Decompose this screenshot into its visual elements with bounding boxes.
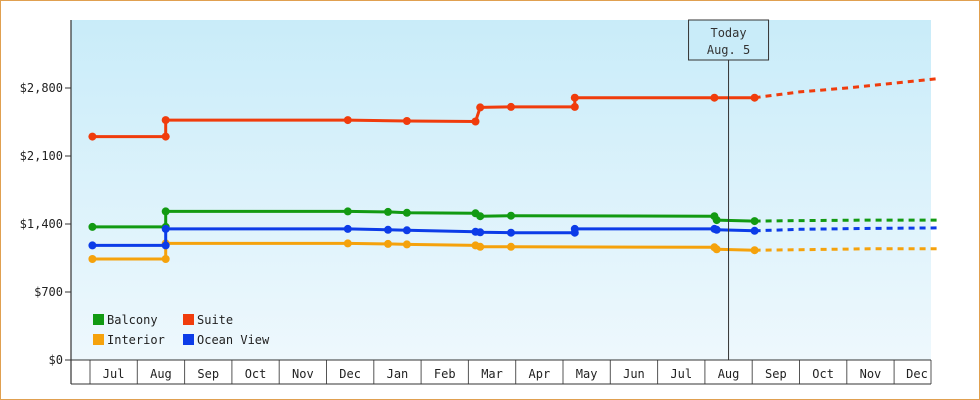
- data-point[interactable]: [476, 242, 485, 251]
- y-tick-label: $2,100: [20, 149, 63, 163]
- data-point[interactable]: [710, 93, 719, 102]
- series-balcony: [88, 207, 937, 231]
- data-point[interactable]: [570, 102, 579, 111]
- data-point[interactable]: [88, 255, 97, 263]
- data-point[interactable]: [161, 241, 170, 250]
- x-tick-label: Oct: [245, 367, 267, 381]
- today-marker: Today Aug. 5: [688, 19, 770, 360]
- data-point[interactable]: [750, 226, 759, 235]
- x-tick-label: Jul: [103, 367, 125, 381]
- series-layer: [88, 77, 937, 263]
- data-point[interactable]: [507, 102, 515, 111]
- x-tick-label: May: [576, 367, 598, 381]
- x-tick-label: Apr: [529, 367, 551, 381]
- series-suite: [88, 77, 937, 141]
- data-point[interactable]: [750, 246, 759, 255]
- data-point[interactable]: [343, 116, 352, 125]
- axes: [70, 20, 931, 385]
- x-tick-label: Nov: [292, 367, 314, 381]
- series-forecast-line: [754, 247, 937, 252]
- x-tick-label: Nov: [860, 367, 882, 381]
- data-point[interactable]: [750, 217, 759, 226]
- data-point[interactable]: [507, 242, 515, 251]
- legend-label: Suite: [197, 313, 233, 327]
- data-point[interactable]: [88, 241, 97, 250]
- legend-item[interactable]: Balcony: [93, 313, 158, 327]
- data-point[interactable]: [384, 207, 392, 216]
- x-tick-label: Oct: [812, 367, 834, 381]
- x-tick-label: Jul: [670, 367, 692, 381]
- x-tick-label: Sep: [197, 367, 219, 381]
- legend-label: Interior: [107, 333, 165, 347]
- y-tick-label: $700: [34, 285, 63, 299]
- today-label: Today: [710, 26, 746, 40]
- data-point[interactable]: [343, 224, 352, 233]
- data-point[interactable]: [570, 93, 579, 102]
- x-tick-label: Mar: [481, 367, 503, 381]
- data-point[interactable]: [161, 255, 170, 263]
- data-point[interactable]: [712, 245, 721, 254]
- y-tick-label: $2,800: [20, 81, 63, 95]
- x-tick-label: Aug: [150, 367, 172, 381]
- data-point[interactable]: [161, 132, 170, 141]
- data-point[interactable]: [384, 225, 392, 234]
- data-point[interactable]: [402, 117, 411, 125]
- legend-swatch: [93, 334, 104, 345]
- x-tick-label: Aug: [718, 367, 740, 381]
- series-forecast-line: [754, 77, 937, 100]
- data-point[interactable]: [402, 208, 411, 217]
- data-point[interactable]: [343, 239, 352, 248]
- y-tick-label: $0: [49, 353, 63, 367]
- data-point[interactable]: [712, 216, 721, 225]
- x-tick-label: Feb: [434, 367, 456, 381]
- data-point[interactable]: [402, 240, 411, 249]
- legend-label: Balcony: [107, 313, 158, 327]
- legend-item[interactable]: Interior: [93, 333, 165, 347]
- data-point[interactable]: [161, 116, 170, 125]
- data-point[interactable]: [88, 222, 97, 231]
- x-tick-label: Sep: [765, 367, 787, 381]
- legend-swatch: [183, 314, 194, 325]
- data-point[interactable]: [712, 225, 721, 234]
- data-point[interactable]: [343, 207, 352, 216]
- legend-swatch: [93, 314, 104, 325]
- data-point[interactable]: [161, 207, 170, 216]
- series-ocean-view: [88, 224, 937, 250]
- data-point[interactable]: [570, 224, 579, 233]
- data-point[interactable]: [507, 228, 515, 237]
- x-tick-label: Dec: [339, 367, 361, 381]
- y-axis-ticks: $0 $700 $1,400 $2,100 $2,800: [20, 81, 71, 367]
- legend-item[interactable]: Ocean View: [183, 333, 270, 347]
- x-tick-label: Jun: [623, 367, 645, 381]
- y-tick-label: $1,400: [20, 217, 63, 231]
- legend-label: Ocean View: [197, 333, 270, 347]
- x-tick-label: Jan: [387, 367, 409, 381]
- data-point[interactable]: [750, 93, 759, 102]
- x-tick-label: Dec: [906, 367, 928, 381]
- plot-area: [71, 20, 931, 360]
- data-point[interactable]: [88, 132, 97, 141]
- month-grid: [89, 360, 932, 384]
- data-point[interactable]: [476, 212, 485, 221]
- legend-item[interactable]: Suite: [183, 313, 233, 327]
- data-point[interactable]: [161, 224, 170, 233]
- today-box: [688, 19, 770, 61]
- series-forecast-line: [754, 218, 937, 223]
- legend: Balcony Suite Interior Ocean View: [93, 313, 270, 347]
- data-point[interactable]: [384, 239, 392, 248]
- data-point[interactable]: [476, 103, 485, 112]
- data-point[interactable]: [507, 211, 515, 220]
- legend-swatch: [183, 334, 194, 345]
- data-point[interactable]: [471, 117, 480, 126]
- data-point[interactable]: [402, 226, 411, 235]
- data-point[interactable]: [476, 228, 485, 237]
- series-forecast-line: [754, 226, 937, 233]
- today-date: Aug. 5: [707, 43, 750, 57]
- x-axis-ticks: Jul Aug Sep Oct Nov Dec Jan Feb Mar Apr May Jun Jul A…: [103, 367, 928, 381]
